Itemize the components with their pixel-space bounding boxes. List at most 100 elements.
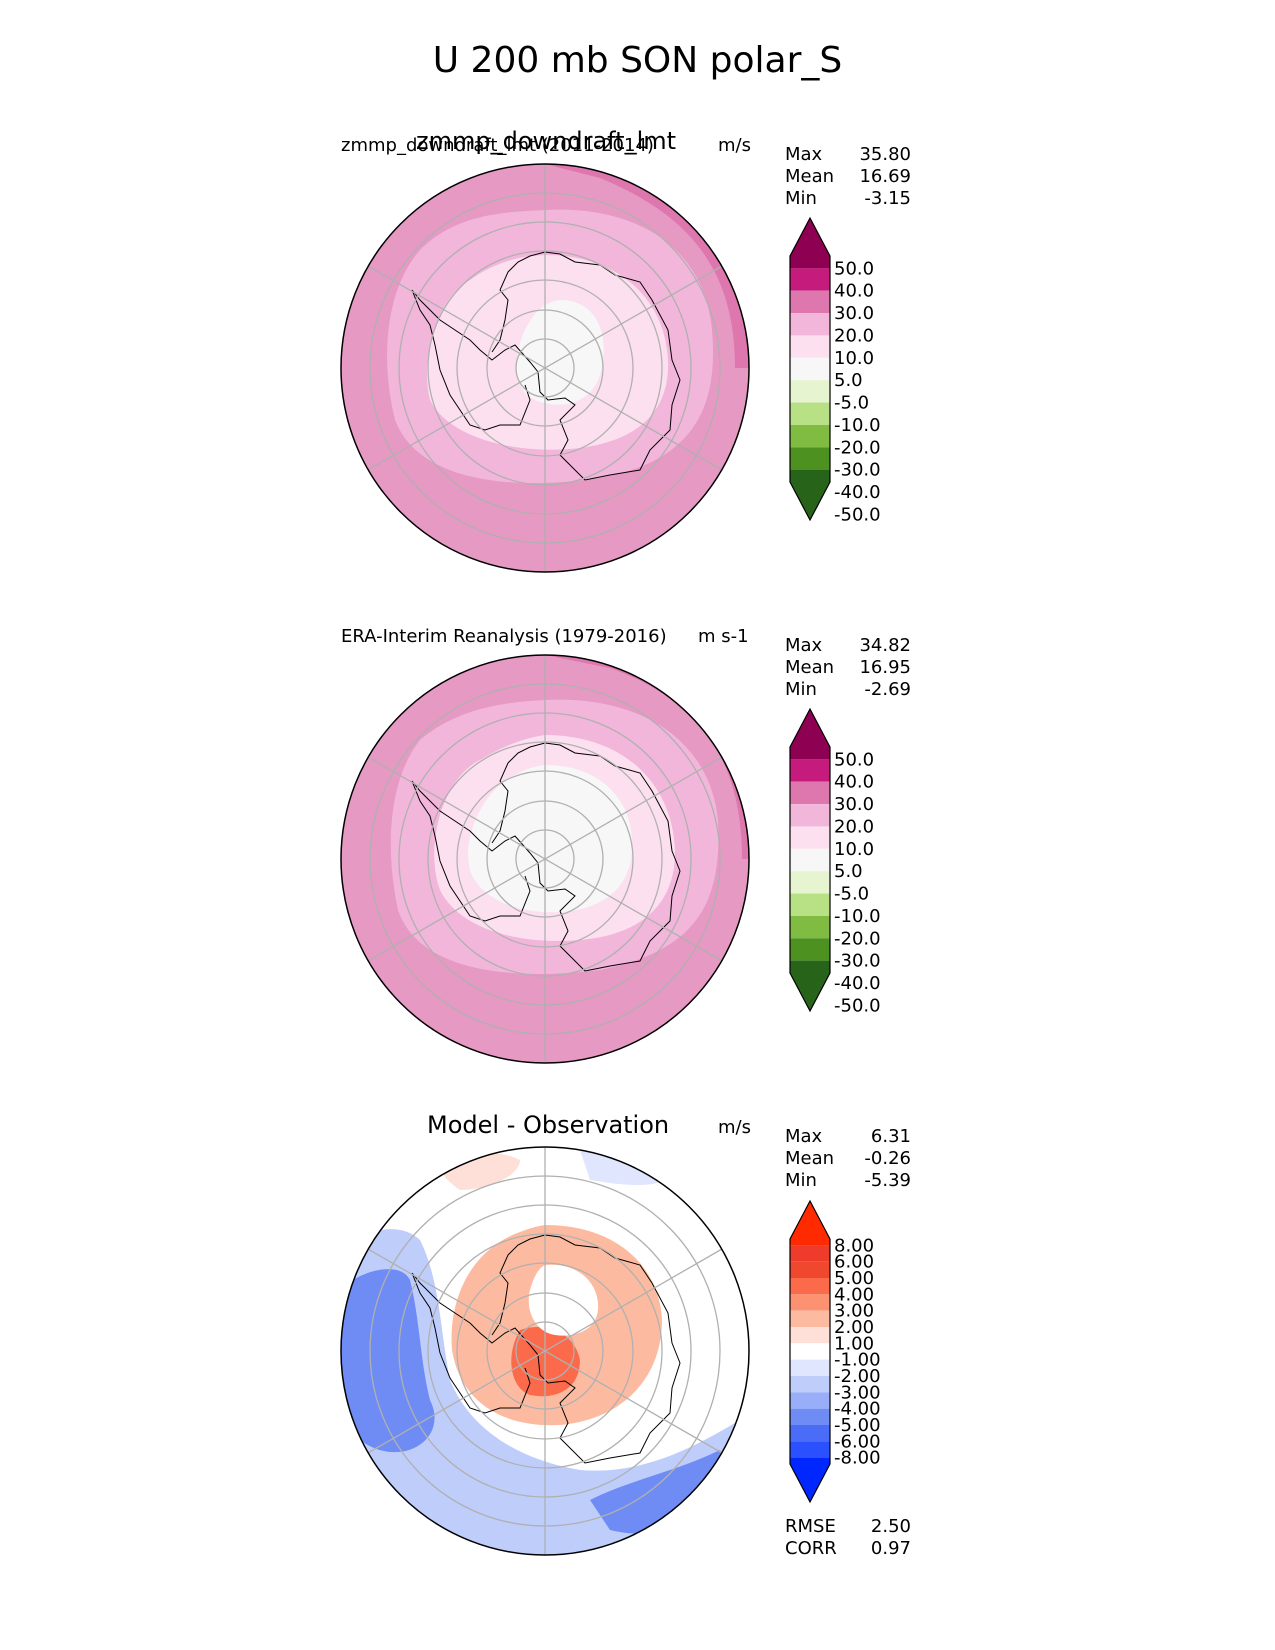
colorbar-tick-label: -30.0 <box>834 460 881 481</box>
colorbar-segment <box>790 960 830 1011</box>
colorbar-segment <box>790 218 830 269</box>
stat-min-value: -3.15 <box>864 188 911 209</box>
stat-min-value: -2.69 <box>864 679 911 700</box>
colorbar-segment <box>790 290 830 314</box>
stat-max-label: Max <box>785 635 823 656</box>
stat-max-value: 34.82 <box>859 635 911 656</box>
colorbar-tick-label: 20.0 <box>834 325 874 346</box>
colorbar-tick-label: -1.00 <box>834 1350 881 1371</box>
colorbar-tick-label: 30.0 <box>834 794 874 815</box>
colorbar-tick-label: 10.0 <box>834 348 874 369</box>
panel2-map <box>340 654 750 1064</box>
stat-min-value: -5.39 <box>864 1170 911 1191</box>
colorbar-tick-label: -20.0 <box>834 928 881 949</box>
panel3-map <box>340 1146 750 1556</box>
colorbar-tick-label: 10.0 <box>834 839 874 860</box>
stat-max-label: Max <box>785 1126 823 1147</box>
panel2-field-neg5-5 <box>468 765 633 913</box>
panel1-map <box>340 163 750 573</box>
colorbar-segment <box>790 871 830 894</box>
colorbar-segment <box>790 1245 830 1262</box>
panel2-graticule <box>367 655 723 1063</box>
colorbar-tick-label: 40.0 <box>834 281 874 302</box>
colorbar-segment <box>790 1359 830 1376</box>
colorbar-segment <box>790 1278 830 1295</box>
stat-min-label: Min <box>785 679 817 700</box>
panel3-metrics: RMSE 2.50 CORR 0.97 <box>785 1516 911 1560</box>
colorbar-segment <box>790 938 830 961</box>
colorbar-segment <box>790 1457 830 1502</box>
colorbar-tick-label: 2.00 <box>834 1317 874 1338</box>
colorbar-tick-label: -3.00 <box>834 1382 881 1403</box>
colorbar-outline <box>789 216 831 522</box>
metric-corr-value: 0.97 <box>870 1538 911 1559</box>
colorbar-tick-label: -4.00 <box>834 1399 881 1420</box>
panel2-stats: Max 34.82 Mean 16.95 Min -2.69 <box>785 635 911 701</box>
colorbar-tick-label: -5.00 <box>834 1415 881 1436</box>
colorbar-tick-label: 4.00 <box>834 1284 874 1305</box>
stat-min-label: Min <box>785 188 817 209</box>
panel2-dataset-label: ERA-Interim Reanalysis (1979-2016) <box>341 626 667 647</box>
colorbar-tick-label: -50.0 <box>834 995 881 1016</box>
colorbar-segment <box>790 313 830 336</box>
panel3-antarctica-coastline <box>411 1234 681 1464</box>
colorbar-segment <box>790 424 830 448</box>
colorbar-tick-label: 50.0 <box>834 749 874 770</box>
colorbar-tick-label: -6.00 <box>834 1431 881 1452</box>
colorbar-tick-label: 6.00 <box>834 1252 874 1273</box>
colorbar-segment <box>790 447 830 470</box>
colorbar-tick-label: -2.00 <box>834 1366 881 1387</box>
colorbar-tick-label: -5.0 <box>834 884 869 905</box>
colorbar-segment <box>790 469 830 520</box>
stat-mean-label: Mean <box>785 166 835 187</box>
colorbar-tick-label: 40.0 <box>834 772 874 793</box>
colorbar-segment <box>790 1294 830 1311</box>
colorbar-outline <box>789 1199 831 1504</box>
colorbar-segment <box>790 1261 830 1278</box>
metric-corr-label: CORR <box>785 1538 837 1559</box>
colorbar-tick-label: -40.0 <box>834 973 881 994</box>
panel1-title: zmmp_downdraft_lmt <box>416 127 677 155</box>
panel3-stats: Max 6.31 Mean -0.26 Min -5.39 <box>785 1126 911 1192</box>
stat-max-value: 35.80 <box>859 144 911 165</box>
colorbar-tick-label: 3.00 <box>834 1301 874 1322</box>
colorbar-tick-label: -40.0 <box>834 482 881 503</box>
panel1-map-border <box>340 163 750 573</box>
colorbar-segment <box>790 915 830 939</box>
figure-title: U 200 mb SON polar_S <box>432 40 843 81</box>
colorbar-segment <box>790 709 830 760</box>
colorbar-tick-label: -30.0 <box>834 951 881 972</box>
colorbar-outline <box>789 707 831 1013</box>
panel3-title: Model - Observation <box>427 1111 670 1139</box>
panel1-dataset-label: zmmp_downdraft_lmt (2011-2014) <box>341 135 654 156</box>
metric-rmse-label: RMSE <box>785 1516 836 1537</box>
colorbar-segment <box>790 268 830 291</box>
stat-mean-value: 16.95 <box>859 657 911 678</box>
panel1-antarctica-coastline <box>411 251 681 481</box>
colorbar-segment <box>790 1310 830 1327</box>
colorbar-tick-label: 20.0 <box>834 816 874 837</box>
colorbar-tick-label: -10.0 <box>834 906 881 927</box>
panel2-antarctica-coastline <box>411 742 681 972</box>
colorbar-tick-label: 8.00 <box>834 1235 874 1256</box>
colorbar-segment <box>790 848 830 872</box>
colorbar-segment <box>790 759 830 782</box>
stat-mean-value: -0.26 <box>864 1148 911 1169</box>
colorbar-segment <box>790 804 830 827</box>
colorbar-tick-label: 5.0 <box>834 861 863 882</box>
stat-mean-value: 16.69 <box>859 166 911 187</box>
colorbar-segment <box>790 380 830 403</box>
colorbar-tick-label: 30.0 <box>834 303 874 324</box>
colorbar-segment <box>790 402 830 425</box>
colorbar-tick-label: 50.0 <box>834 258 874 279</box>
colorbar-segment <box>790 1376 830 1393</box>
colorbar-segment <box>790 1201 830 1246</box>
colorbar-segment <box>790 1441 830 1458</box>
colorbar-segment <box>790 781 830 805</box>
stat-mean-label: Mean <box>785 1148 835 1169</box>
stat-max-value: 6.31 <box>870 1126 911 1147</box>
colorbar-tick-label: 1.00 <box>834 1333 874 1354</box>
panel1-colorbar: 50.040.030.020.010.05.0-5.0-10.0-20.0-30… <box>789 216 881 525</box>
metric-rmse-value: 2.50 <box>870 1516 911 1537</box>
